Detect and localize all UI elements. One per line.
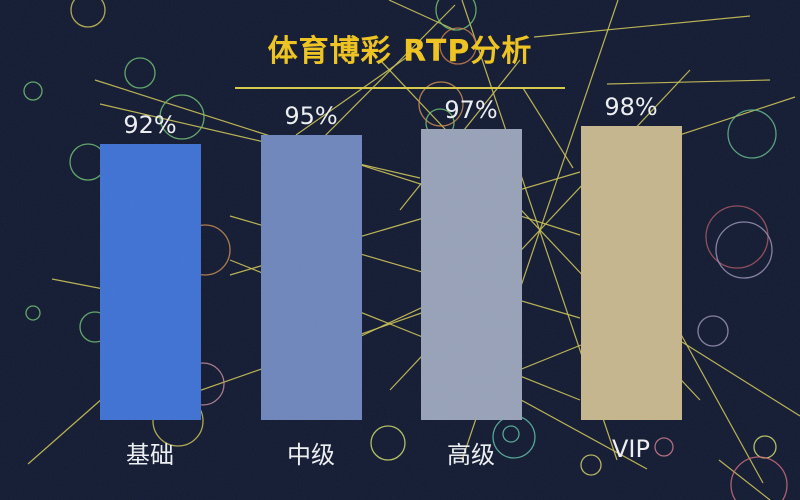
bar: [260, 135, 362, 420]
bar-category-label: VIP: [612, 435, 650, 463]
bar-value-label: 92%: [123, 111, 177, 139]
bar: [99, 144, 201, 420]
bar-value-label: 95%: [284, 102, 338, 130]
bar-category-label: 中级: [287, 441, 335, 469]
bar-value-label: 98%: [604, 93, 658, 121]
bar-category-label: 基础: [126, 441, 174, 469]
bar: [580, 126, 682, 420]
bar-category-label: 高级: [447, 441, 495, 469]
title-underline: [235, 87, 565, 89]
bar: [420, 129, 522, 420]
chart-title: 体育博彩 RTP分析: [267, 34, 533, 69]
bar-value-label: 97%: [444, 96, 498, 124]
